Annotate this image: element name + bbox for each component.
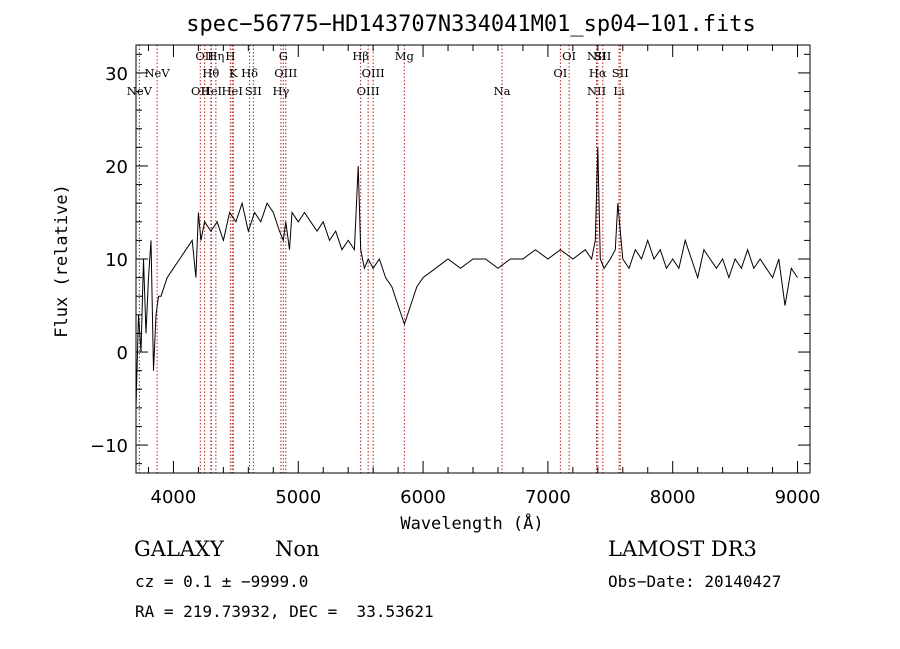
spectral-line-label: H — [225, 49, 235, 63]
survey-name: LAMOST DR3 — [608, 537, 757, 561]
x-tick-label: 8000 — [650, 487, 696, 508]
chart-title: spec−56775−HD143707N334041M01_sp04−101.f… — [186, 12, 756, 37]
spectral-line-label: Hγ — [272, 84, 289, 98]
spectral-line-label: OIII — [362, 66, 385, 80]
x-tick-label: 6000 — [400, 487, 446, 508]
y-tick-label: 20 — [105, 157, 128, 178]
coordinates-readout: RA = 219.73932, DEC = 33.53621 — [135, 602, 434, 621]
spectral-line-label: SII — [245, 84, 262, 98]
spectral-line-label: Li — [613, 84, 625, 98]
object-subclass: Non — [275, 537, 320, 561]
object-class: GALAXY — [134, 537, 224, 561]
spectral-line-label: NeV — [144, 66, 170, 80]
spectral-line-label: OII — [195, 49, 214, 63]
y-tick-label: 0 — [117, 343, 128, 364]
line-marker-group — [138, 45, 621, 473]
spectral-line-label: NII — [587, 49, 606, 63]
redshift-readout: cz = 0.1 ± −9999.0 — [135, 572, 309, 591]
spectral-line-label: NII — [587, 84, 606, 98]
x-tick-label: 9000 — [775, 487, 821, 508]
y-tick-label: 30 — [105, 64, 128, 85]
spectral-line-label: OI — [553, 66, 567, 80]
spectral-line-label: HeI — [201, 84, 222, 98]
spectral-line-label: OIII — [274, 66, 297, 80]
x-tick-label: 7000 — [525, 487, 571, 508]
spectral-line-label: Na — [494, 84, 511, 98]
y-tick-label: 10 — [105, 250, 128, 271]
spectral-line-label: G — [279, 49, 288, 63]
line-label-group: NeVNeVOIIOIIHηHθHeIHKHeIHδSIIGOIIIHγHβOI… — [127, 49, 629, 98]
spectral-line-label: NeV — [127, 84, 153, 98]
spectral-line-label: Hβ — [352, 49, 369, 63]
spectrum-series-line — [135, 147, 798, 408]
x-tick-label: 5000 — [275, 487, 321, 508]
spectral-line-label: Hα — [589, 66, 607, 80]
spectral-line-label: Hη — [207, 49, 224, 63]
spectral-line-label: Hδ — [241, 66, 258, 80]
y-tick-label: −10 — [90, 436, 128, 457]
y-axis-label: Flux (relative) — [52, 184, 72, 338]
spectral-line-label: OII — [191, 84, 210, 98]
spectral-line-label: Hθ — [202, 66, 219, 80]
x-tick-label: 4000 — [151, 487, 197, 508]
spectral-line-label: SII — [612, 66, 629, 80]
spectral-line-label: Mg — [395, 49, 415, 63]
spectral-line-label: OI — [562, 49, 576, 63]
spectral-line-label: HeI — [222, 84, 243, 98]
spectral-line-label: SII — [594, 49, 611, 63]
axis-ticks: 4000 5000 6000 7000 8000 9000 −10 0 10 20 30 — [90, 45, 820, 508]
observation-date: Obs−Date: 20140427 — [608, 572, 782, 591]
x-axis-label: Wavelength (Å) — [400, 512, 543, 534]
spectral-line-label: K — [229, 66, 238, 80]
spectral-line-label: OIII — [357, 84, 380, 98]
plot-frame — [135, 44, 811, 474]
